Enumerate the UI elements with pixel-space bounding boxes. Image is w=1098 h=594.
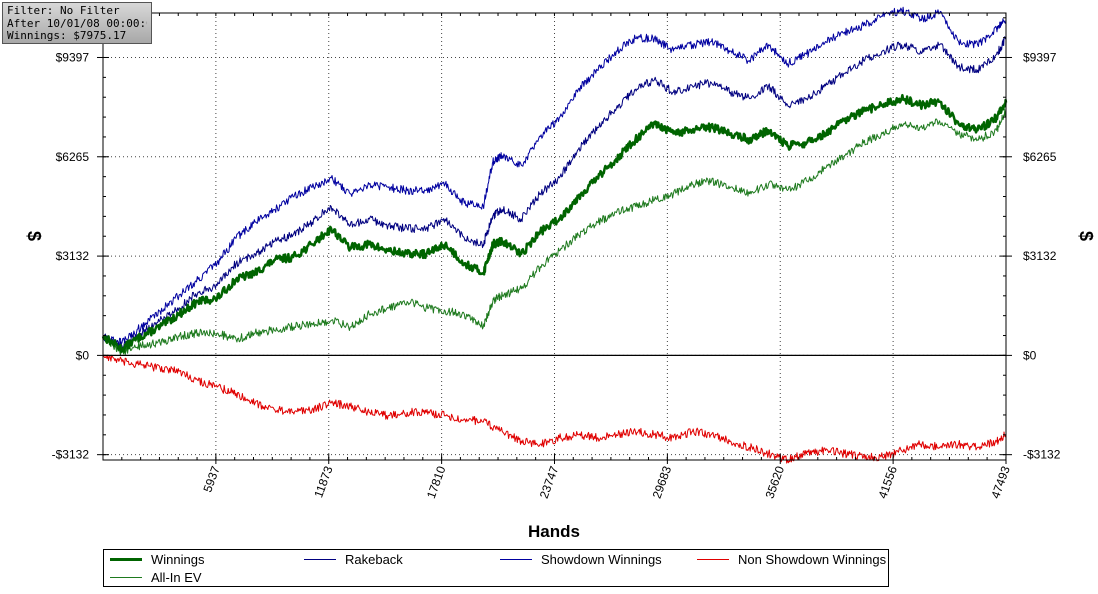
- legend: Winnings Rakeback Showdown Winnings Non …: [103, 549, 889, 587]
- y-tick-label-left-3: $6265: [56, 150, 90, 164]
- series-line-showdown-winnings: [102, 6, 1007, 347]
- y-tick-label-left-4: $9397: [56, 50, 90, 64]
- legend-swatch-showdown: [500, 559, 532, 560]
- y-tick-label-right-2: $3132: [1023, 249, 1057, 263]
- legend-swatch-non-showdown: [697, 559, 729, 560]
- y-tick-label-left-1: $0: [76, 348, 90, 362]
- filter-info-box: Filter: No Filter After 10/01/08 00:00:0…: [2, 2, 152, 44]
- y-tick-label-right-3: $6265: [1023, 150, 1057, 164]
- legend-item-rakeback: Rakeback: [304, 551, 403, 568]
- winnings-text: Winnings: $7975.17: [7, 30, 127, 42]
- legend-label-allin-ev: All-In EV: [151, 570, 202, 585]
- legend-item-showdown: Showdown Winnings: [500, 551, 662, 568]
- legend-label-winnings: Winnings: [151, 552, 205, 567]
- legend-label-non-showdown: Non Showdown Winnings: [738, 552, 887, 567]
- legend-swatch-winnings: [110, 558, 142, 561]
- y-axis-title-left: $: [24, 231, 44, 241]
- y-tick-label-right-0: -$3132: [1023, 448, 1061, 462]
- y-axis-title-right: $: [1076, 231, 1096, 241]
- filter-text: Filter: No Filter: [7, 5, 120, 17]
- legend-label-rakeback: Rakeback: [345, 552, 403, 567]
- series-line-all-in-ev: [102, 109, 1007, 356]
- series-line-non-showdown-winnings: [102, 354, 1007, 464]
- series-line-winnings: [101, 93, 1008, 353]
- series-line-rakeback: [102, 36, 1007, 350]
- legend-swatch-rakeback: [304, 559, 336, 560]
- legend-item-non-showdown: Non Showdown Winnings: [697, 551, 886, 568]
- series-group: [101, 6, 1008, 464]
- y-tick-label-left-2: $3132: [56, 249, 90, 263]
- y-tick-label-right-1: $0: [1023, 348, 1037, 362]
- after-date-text: After 10/01/08 00:00:00: [7, 17, 147, 30]
- legend-label-showdown: Showdown Winnings: [541, 552, 662, 567]
- y-tick-label-left-0: -$3132: [52, 448, 90, 462]
- legend-swatch-allin-ev: [110, 577, 142, 578]
- legend-item-winnings: Winnings: [110, 551, 204, 568]
- legend-item-allin-ev: All-In EV: [110, 569, 202, 586]
- y-tick-label-right-4: $9397: [1023, 50, 1057, 64]
- x-axis-title: Hands: [528, 522, 580, 541]
